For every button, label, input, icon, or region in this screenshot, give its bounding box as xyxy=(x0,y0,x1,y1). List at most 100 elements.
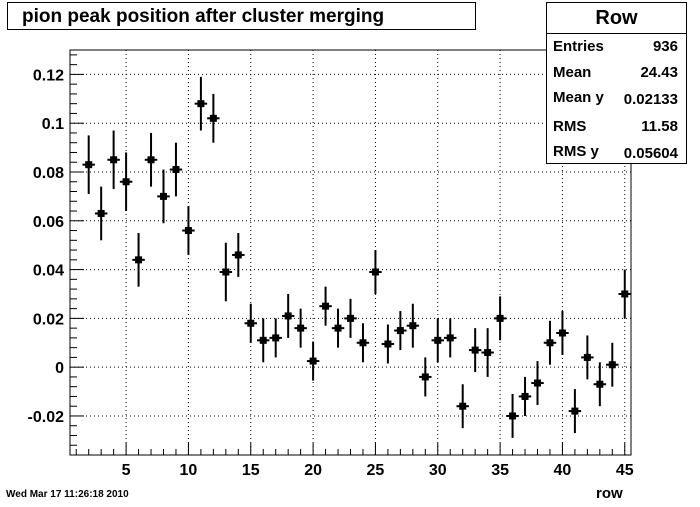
data-point xyxy=(481,328,494,377)
data-point xyxy=(394,311,407,351)
x-tick-label: 35 xyxy=(491,462,509,479)
y-tick-label: 0 xyxy=(55,360,64,377)
point-marker xyxy=(272,334,280,342)
data-point xyxy=(406,303,420,348)
point-marker xyxy=(110,156,118,164)
y-tick-label: 0.12 xyxy=(33,67,64,84)
point-marker xyxy=(359,339,367,347)
data-point xyxy=(169,142,183,197)
point-marker xyxy=(97,209,105,217)
y-tick-label: -0.02 xyxy=(28,409,65,426)
data-point xyxy=(82,135,95,194)
data-point xyxy=(568,389,582,434)
data-point xyxy=(157,169,170,224)
data-point xyxy=(331,308,345,348)
stats-histogram-name: Row xyxy=(547,3,686,34)
y-tick-label: 0.04 xyxy=(33,263,64,280)
point-marker xyxy=(184,227,192,235)
point-marker xyxy=(396,327,404,335)
x-tick-label: 15 xyxy=(242,462,260,479)
x-tick-label: 5 xyxy=(122,462,131,479)
point-marker xyxy=(297,324,305,332)
point-marker xyxy=(371,268,379,276)
point-marker xyxy=(546,339,554,347)
data-point xyxy=(194,76,208,131)
data-point xyxy=(468,328,482,373)
data-point xyxy=(107,130,120,190)
timestamp: Wed Mar 17 11:26:18 2010 xyxy=(6,489,129,500)
point-marker xyxy=(621,290,629,298)
point-marker xyxy=(596,380,604,388)
point-marker xyxy=(234,251,242,259)
x-tick-label: 25 xyxy=(367,462,385,479)
stats-meany-label: Mean y xyxy=(553,89,604,106)
point-marker xyxy=(222,268,230,276)
data-point xyxy=(581,335,594,380)
point-marker xyxy=(247,319,255,327)
data-point xyxy=(606,342,619,387)
stats-mean-row: Mean 24.43 xyxy=(547,64,686,90)
point-marker xyxy=(434,336,442,344)
point-marker xyxy=(135,256,143,264)
x-tick-label: 20 xyxy=(304,462,322,479)
x-tick-label: 40 xyxy=(554,462,572,479)
data-point xyxy=(593,362,607,407)
stats-entries-label: Entries xyxy=(553,38,604,55)
point-marker xyxy=(446,334,454,342)
chart-title: pion peak position after cluster merging xyxy=(22,6,385,27)
stats-rmsy-value: 0.05604 xyxy=(623,145,678,162)
stats-mean-label: Mean xyxy=(553,64,592,81)
data-point xyxy=(319,286,332,326)
point-marker xyxy=(608,361,616,369)
point-marker xyxy=(558,329,566,337)
x-tick-label: 10 xyxy=(180,462,198,479)
data-point xyxy=(381,324,395,364)
data-point xyxy=(281,293,295,338)
stats-rms-row: RMS 11.58 xyxy=(547,118,686,144)
stats-mean-value: 24.43 xyxy=(640,64,678,81)
x-axis-title: row xyxy=(596,485,623,502)
data-point xyxy=(132,232,145,287)
chart-title-box: pion peak position after cluster merging xyxy=(7,2,476,30)
stats-rms-label: RMS xyxy=(553,118,587,135)
y-tick-label: 0.08 xyxy=(33,165,64,182)
data-point xyxy=(119,152,133,212)
data-point xyxy=(531,361,544,405)
stats-rmsy-label: RMS y xyxy=(553,143,599,160)
stats-entries-value: 936 xyxy=(652,38,678,55)
data-point xyxy=(456,384,469,429)
data-point xyxy=(219,242,233,302)
data-point xyxy=(306,341,320,381)
point-marker xyxy=(85,161,93,169)
point-marker xyxy=(496,314,504,322)
stats-rmsy-row: RMS y 0.05604 xyxy=(547,143,686,169)
data-point xyxy=(431,318,444,363)
y-tick-label: 0.02 xyxy=(33,311,64,328)
point-marker xyxy=(172,166,180,174)
stats-entries-row: Entries 936 xyxy=(547,38,686,64)
y-tick-label: 0.1 xyxy=(42,116,64,133)
data-points xyxy=(82,76,631,438)
point-marker xyxy=(309,357,317,365)
point-marker xyxy=(259,336,267,344)
point-marker xyxy=(409,322,417,330)
point-marker xyxy=(534,379,541,387)
point-marker xyxy=(334,324,342,332)
point-marker xyxy=(459,402,467,410)
data-point xyxy=(257,318,270,363)
point-marker xyxy=(571,407,579,415)
point-marker xyxy=(509,412,517,420)
plot-frame xyxy=(69,49,632,456)
point-marker xyxy=(147,156,155,164)
x-tick-label: 30 xyxy=(429,462,447,479)
point-marker xyxy=(347,314,354,322)
data-point xyxy=(244,303,257,343)
data-point xyxy=(543,320,557,365)
point-marker xyxy=(209,114,217,122)
point-marker xyxy=(471,346,479,354)
data-point xyxy=(493,296,507,341)
data-point xyxy=(618,269,631,319)
data-point xyxy=(518,376,532,416)
data-point xyxy=(444,318,457,358)
data-point xyxy=(506,394,519,438)
